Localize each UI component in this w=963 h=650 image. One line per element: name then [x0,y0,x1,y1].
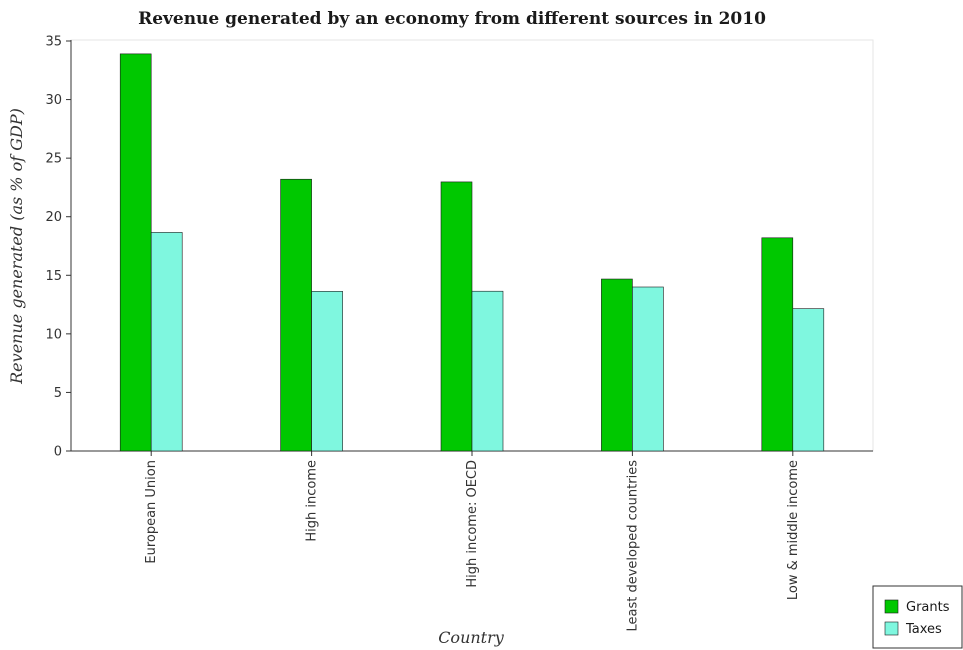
legend-box [872,585,963,649]
x-tick-label: Low & middle income [786,460,801,600]
bar-taxes [311,291,343,452]
bar-taxes [150,232,183,452]
bar-taxes [792,308,825,452]
y-tick-label: 10 [45,327,62,342]
y-tick-label: 5 [54,386,62,401]
y-tick-label: 20 [45,210,62,225]
legend-label-taxes: Taxes [905,622,942,637]
x-tick-label: High income [305,460,320,542]
bar-grants [761,237,794,452]
x-axis-title: Country [438,628,505,647]
bar-taxes [471,290,504,452]
y-tick-label: 0 [54,445,62,460]
bar-grants [119,53,152,452]
y-tick-label: 15 [45,269,62,284]
legend-label-grants: Grants [906,600,950,615]
x-tick-label: High income: OECD [465,460,480,588]
y-tick-label: 35 [45,35,62,50]
y-axis: 0 5 10 15 20 25 30 35 [45,35,72,460]
y-tick-label: 25 [45,152,62,167]
bar-taxes [632,286,664,452]
bar-grants [601,278,633,452]
x-tick-label: European Union [144,460,159,564]
y-tick-label: 30 [45,93,62,108]
bar-grants [280,178,312,452]
y-axis-title: Revenue generated (as % of GDP) [7,108,26,385]
x-tick-label: Least developed countries [625,460,640,632]
bar-grants [440,181,473,452]
x-axis: European Union High income High income: OE… [71,450,873,632]
bars [119,53,825,452]
legend: Grants Taxes [872,585,963,649]
legend-swatch-taxes [884,621,899,636]
legend-swatch-grants [884,599,899,614]
chart-title: Revenue generated by an economy from dif… [138,9,766,29]
